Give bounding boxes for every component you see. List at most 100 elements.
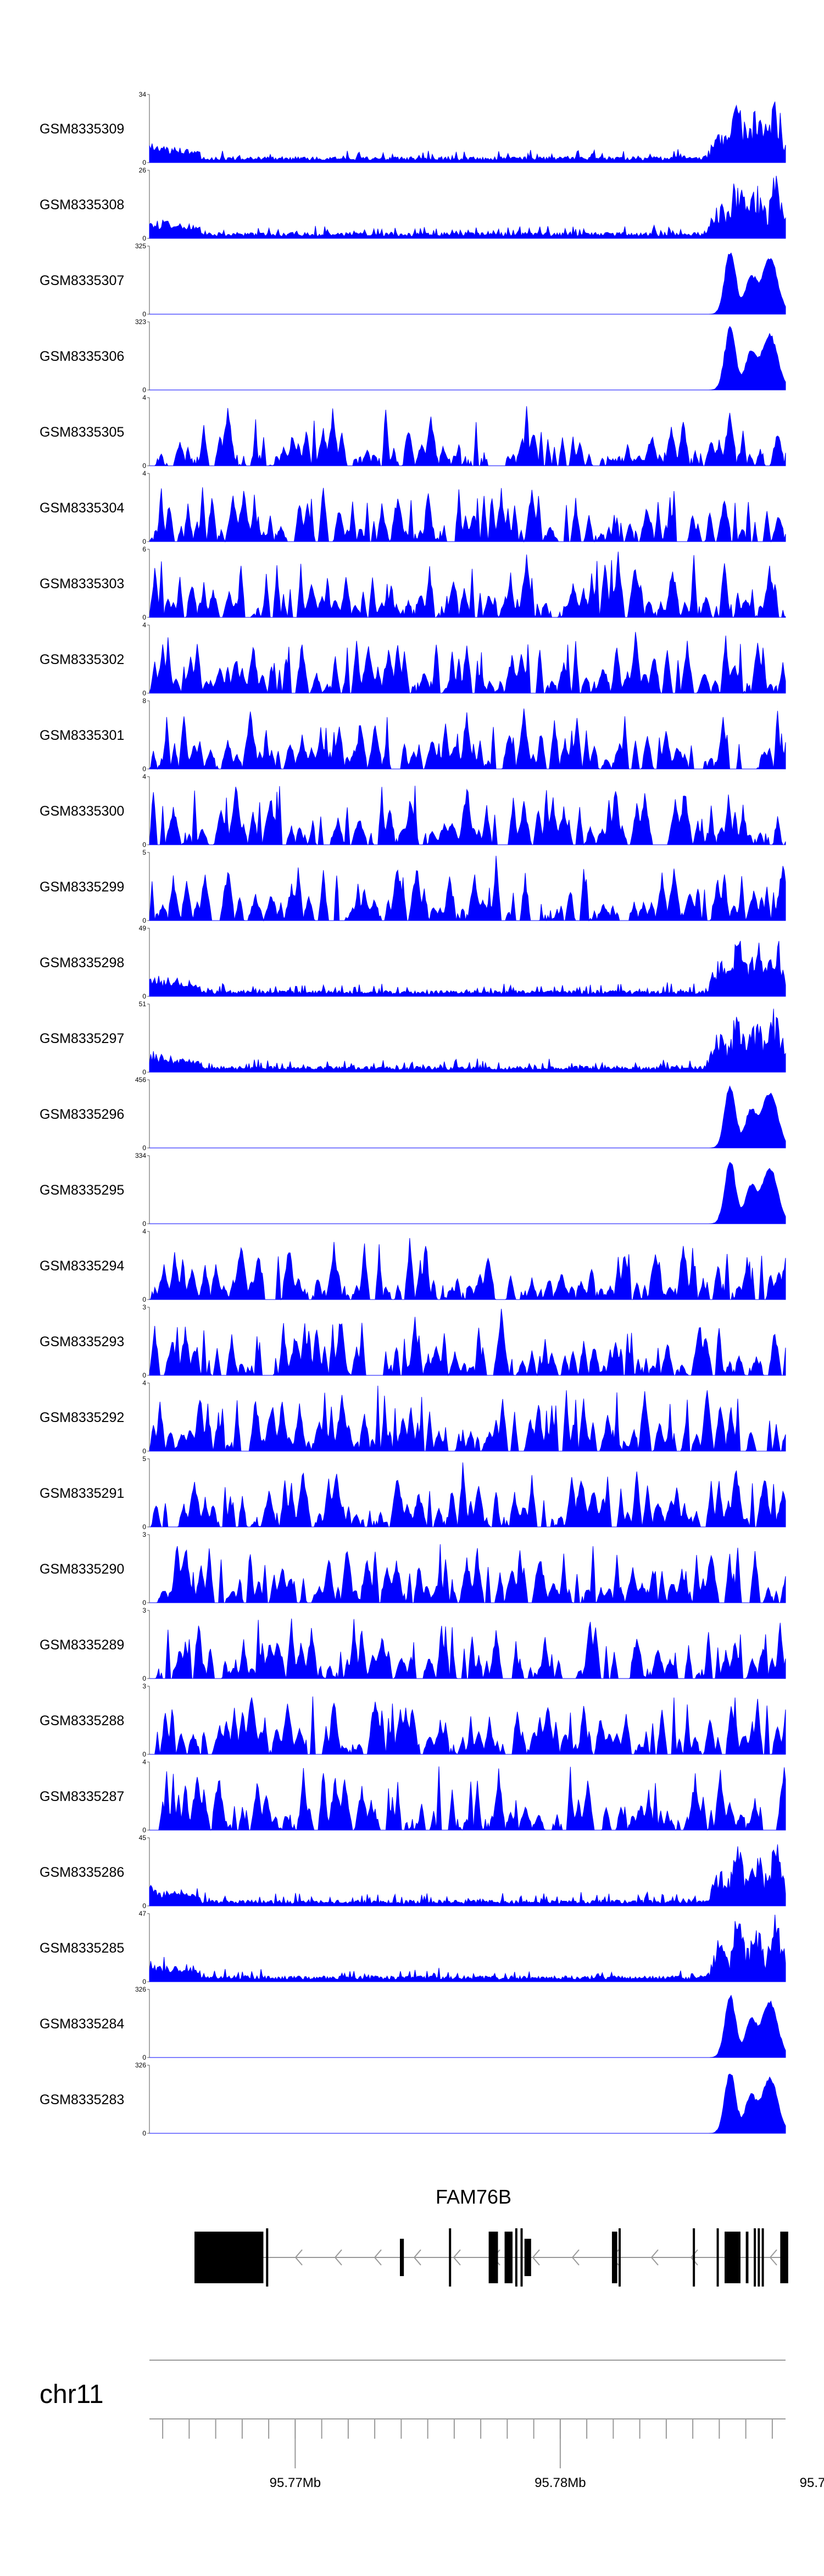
track-GSM8335294: GSM8335294 4 0 [40, 1228, 786, 1303]
track-min-label: 0 [142, 765, 146, 773]
exon-boundary [515, 2228, 517, 2287]
track-label: GSM8335303 [40, 576, 124, 592]
track-GSM8335300: GSM8335300 4 0 [40, 773, 786, 849]
coverage-area [149, 1914, 786, 1982]
track-label: GSM8335295 [40, 1183, 124, 1198]
strand-arrow [532, 2249, 540, 2266]
track-max-label: 47 [139, 1910, 147, 1917]
track-GSM8335297: GSM8335297 51 0 [40, 1000, 786, 1076]
track-label: GSM8335308 [40, 197, 124, 213]
exon [488, 2232, 498, 2283]
track-GSM8335309: GSM8335309 34 0 [40, 91, 786, 166]
track-label: GSM8335300 [40, 804, 124, 819]
coverage-area [149, 1544, 786, 1603]
track-label: GSM8335289 [40, 1637, 124, 1653]
track-label: GSM8335286 [40, 1865, 124, 1880]
track-min-label: 0 [142, 1675, 146, 1682]
track-GSM8335299: GSM8335299 5 0 [40, 849, 786, 924]
track-max-label: 326 [135, 2061, 146, 2069]
coverage-area [149, 252, 786, 315]
track-GSM8335306: GSM8335306 323 0 [40, 318, 786, 394]
track-max-label: 4 [142, 1758, 146, 1766]
coverage-area [149, 1385, 786, 1452]
track-min-label: 0 [142, 1068, 146, 1076]
coverage-area [149, 1618, 786, 1679]
track-GSM8335283: GSM8335283 326 0 [40, 2061, 786, 2137]
track-min-label: 0 [142, 1523, 146, 1531]
strand-arrow [453, 2249, 461, 2266]
track-max-label: 326 [135, 1986, 146, 1993]
genome-axis: 95.77Mb 95.78Mb 95.79Mb [149, 2418, 824, 2490]
coverage-area [149, 785, 786, 846]
track-label: GSM8335294 [40, 1258, 124, 1274]
track-min-label: 0 [142, 2129, 146, 2137]
track-label: GSM8335307 [40, 273, 124, 288]
track-GSM8335286: GSM8335286 45 0 [40, 1834, 786, 1910]
exon [745, 2232, 749, 2283]
track-label: GSM8335298 [40, 955, 124, 971]
track-label: GSM8335296 [40, 1107, 124, 1122]
exon-boundary [754, 2228, 756, 2287]
exon-boundary [761, 2228, 764, 2287]
track-min-label: 0 [142, 462, 146, 470]
track-GSM8335301: GSM8335301 8 0 [40, 697, 786, 773]
strand-arrow [413, 2249, 421, 2266]
track-max-label: 51 [139, 1000, 147, 1008]
coverage-area [149, 1462, 786, 1527]
gene-label: FAM76B [436, 2185, 511, 2208]
coverage-area [149, 2073, 786, 2134]
track-GSM8335303: GSM8335303 6 0 [40, 545, 786, 621]
gene-model [194, 2228, 788, 2287]
track-GSM8335302: GSM8335302 4 0 [40, 621, 786, 697]
axis-tick-label: 95.79Mb [800, 2475, 824, 2490]
exon-boundary [619, 2228, 621, 2287]
track-GSM8335295: GSM8335295 334 0 [40, 1152, 786, 1228]
track-min-label: 0 [142, 1296, 146, 1303]
track-label: GSM8335306 [40, 349, 124, 364]
track-max-label: 4 [142, 394, 146, 402]
axis-tick-label: 95.77Mb [270, 2475, 321, 2490]
track-GSM8335308: GSM8335308 26 0 [40, 166, 786, 242]
track-GSM8335307: GSM8335307 325 0 [40, 242, 786, 318]
track-label: GSM8335293 [40, 1334, 124, 1350]
track-max-label: 334 [135, 1152, 146, 1159]
track-min-label: 0 [142, 917, 146, 924]
track-min-label: 0 [142, 993, 146, 1000]
coverage-area [149, 1162, 786, 1224]
coverage-area [149, 551, 786, 618]
track-GSM8335291: GSM8335291 5 0 [40, 1455, 786, 1531]
track-GSM8335293: GSM8335293 3 0 [40, 1303, 786, 1379]
track-min-label: 0 [142, 841, 146, 849]
track-min-label: 0 [142, 614, 146, 621]
track-max-label: 4 [142, 1228, 146, 1235]
strand-arrow [334, 2249, 342, 2266]
track-label: GSM8335284 [40, 2016, 124, 2032]
track-label: GSM8335309 [40, 121, 124, 137]
coverage-area [149, 326, 786, 391]
track-GSM8335292: GSM8335292 4 0 [40, 1379, 786, 1455]
track-GSM8335290: GSM8335290 3 0 [40, 1531, 786, 1607]
track-min-label: 0 [142, 1978, 146, 1986]
coverage-area [149, 406, 786, 467]
exon-boundary [449, 2228, 452, 2287]
coverage-area [149, 1994, 786, 2058]
coverage-area [149, 1696, 786, 1755]
chromosome-label: chr11 [40, 2380, 104, 2409]
track-min-label: 0 [142, 689, 146, 697]
track-GSM8335296: GSM8335296 456 0 [40, 1076, 786, 1152]
strand-arrow [374, 2249, 382, 2266]
track-max-label: 5 [142, 1455, 146, 1463]
track-min-label: 0 [142, 538, 146, 545]
track-min-label: 0 [142, 2054, 146, 2061]
track-label: GSM8335288 [40, 1713, 124, 1729]
track-min-label: 0 [142, 1144, 146, 1152]
track-max-label: 3 [142, 1607, 146, 1614]
exon [725, 2232, 741, 2283]
track-max-label: 325 [135, 242, 146, 250]
exon-boundary [716, 2228, 719, 2287]
coverage-area [149, 1844, 786, 1906]
track-GSM8335284: GSM8335284 326 0 [40, 1986, 786, 2061]
track-max-label: 49 [139, 924, 147, 932]
axis-tick-label: 95.78Mb [535, 2475, 586, 2490]
